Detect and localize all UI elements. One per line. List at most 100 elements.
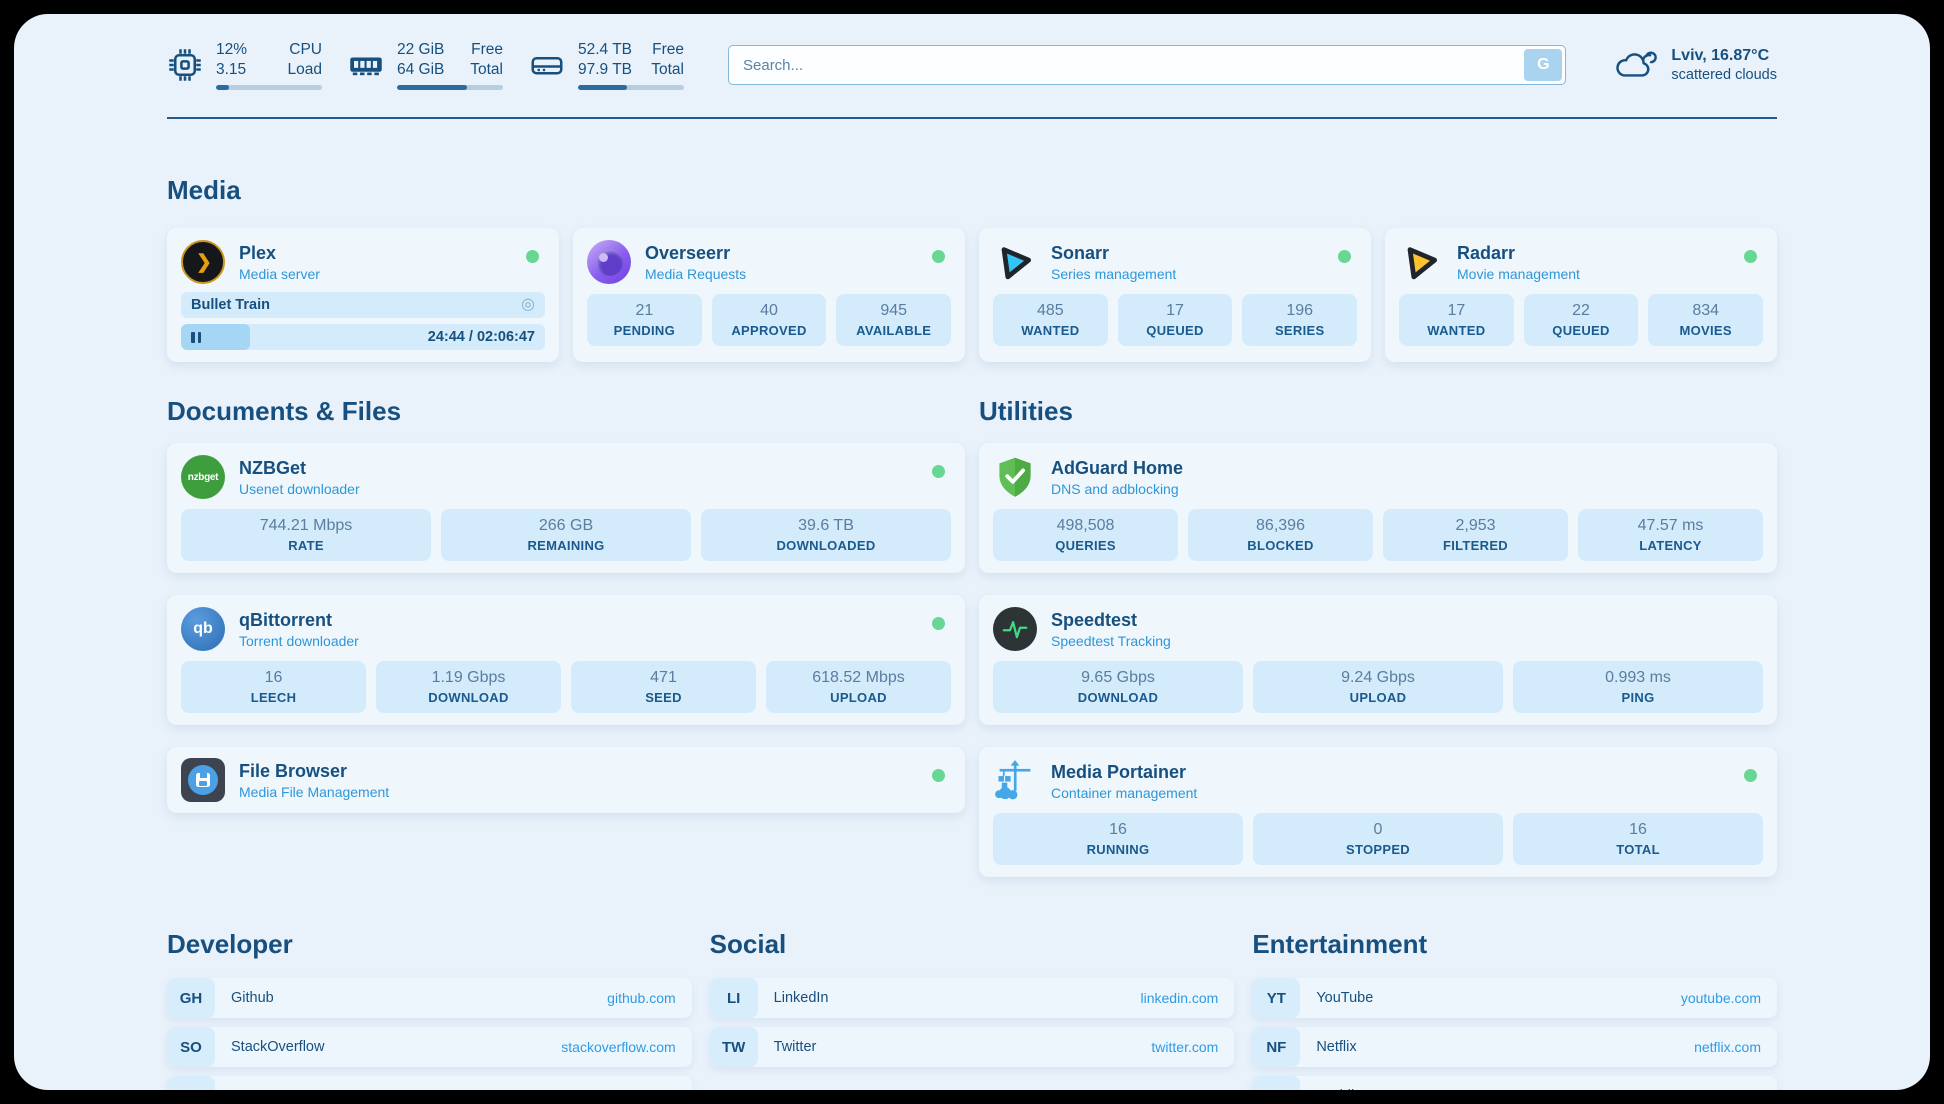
memory-stat: 22 GiB Free 64 GiB Total	[348, 40, 503, 90]
bookmark-link-github[interactable]: GH Github github.com	[167, 978, 692, 1018]
app-card-nzbget[interactable]: nzbget NZBGet Usenet downloader 744.21 M…	[167, 443, 965, 573]
bookmark-url: youtube.com	[1680, 990, 1761, 1006]
bookmark-link-twitter[interactable]: TW Twitter twitter.com	[709, 1027, 1235, 1067]
bookmark-abbr: TW	[709, 1027, 758, 1067]
bookmark-url: stackoverflow.com	[561, 1039, 676, 1055]
disk-icon	[531, 56, 563, 75]
online-status-indicator	[932, 465, 945, 478]
stat-box: 39.6 TB DOWNLOADED	[701, 509, 951, 561]
online-status-indicator	[932, 617, 945, 630]
filebrowser-icon	[181, 758, 225, 802]
stat-box: 498,508 QUERIES	[993, 509, 1178, 561]
section-heading-documents: Documents & Files	[167, 396, 402, 426]
bookmark-link-dev[interactable]: DT DEV dev.to	[167, 1076, 692, 1090]
stat-box: 16 RUNNING	[993, 813, 1243, 865]
cpu-load-label: Load	[287, 61, 322, 78]
app-card-overseerr[interactable]: Overseerr Media Requests 21 PENDING 40 A…	[573, 228, 965, 362]
search-input[interactable]	[728, 45, 1567, 85]
app-subtitle: Usenet downloader	[239, 480, 360, 497]
online-status-indicator	[526, 250, 539, 263]
memory-free-label: Free	[471, 41, 503, 58]
stat-box: 0 STOPPED	[1253, 813, 1503, 865]
weather-condition: scattered clouds	[1671, 67, 1777, 83]
nzbget-icon: nzbget	[181, 455, 225, 499]
disk-total-label: Total	[651, 61, 684, 78]
app-card-filebrowser[interactable]: File Browser Media File Management	[167, 747, 965, 813]
radarr-icon	[1399, 240, 1443, 284]
stat-box: 22 QUEUED	[1523, 294, 1639, 346]
plex-icon: ❯	[181, 240, 225, 284]
dashboard-panel: 12% CPU 3.15 Load	[14, 14, 1930, 1090]
online-status-indicator	[1338, 250, 1351, 263]
stat-box: 9.24 Gbps UPLOAD	[1253, 661, 1503, 713]
bookmark-group-developer: Developer GH Github github.com SO StackO…	[167, 929, 692, 1090]
bookmark-name: Reddit	[1316, 1088, 1358, 1090]
app-card-speedtest[interactable]: Speedtest Speedtest Tracking 9.65 Gbps D…	[979, 595, 1777, 725]
bookmark-name: Twitter	[773, 1039, 817, 1055]
section-heading-media: Media	[167, 175, 241, 205]
qbittorrent-icon: qb	[181, 607, 225, 651]
now-playing-title: Bullet Train	[191, 297, 270, 313]
app-name: AdGuard Home	[1051, 457, 1184, 478]
bookmark-abbr: RE	[1252, 1076, 1301, 1090]
memory-total-label: Total	[470, 61, 503, 78]
bookmark-url: netflix.com	[1694, 1039, 1761, 1055]
disk-free-value: 52.4 TB	[578, 41, 633, 58]
bookmark-link-stackoverflow[interactable]: SO StackOverflow stackoverflow.com	[167, 1027, 692, 1067]
cpu-icon	[169, 49, 201, 81]
app-subtitle: Container management	[1051, 784, 1198, 801]
app-name: Overseerr	[645, 242, 731, 263]
weather-summary: Lviv, 16.87°C	[1671, 47, 1770, 64]
cpu-stat: 12% CPU 3.15 Load	[167, 40, 322, 90]
app-card-plex[interactable]: ❯ Plex Media server Bullet Train ◎ 24:44…	[167, 228, 559, 362]
stat-box: 266 GB REMAINING	[441, 509, 691, 561]
bookmark-group-social: Social LI LinkedIn linkedin.com TW Twitt…	[709, 929, 1235, 1090]
stat-box: 17 QUEUED	[1117, 294, 1233, 346]
online-status-indicator	[1744, 250, 1757, 263]
app-name: Speedtest	[1051, 609, 1138, 630]
app-card-radarr[interactable]: Radarr Movie management 17 WANTED 22 QUE…	[1385, 228, 1777, 362]
stat-box: 834 MOVIES	[1648, 294, 1764, 346]
cloud-icon	[1616, 51, 1658, 77]
adguard-icon	[993, 455, 1037, 499]
bookmark-link-linkedin[interactable]: LI LinkedIn linkedin.com	[709, 978, 1235, 1018]
bookmark-link-youtube[interactable]: YT YouTube youtube.com	[1252, 978, 1777, 1018]
app-name: Radarr	[1457, 242, 1516, 263]
online-status-indicator	[932, 769, 945, 782]
speedtest-icon	[993, 607, 1037, 651]
app-card-portainer[interactable]: Media Portainer Container management 16 …	[979, 747, 1777, 877]
bookmark-url: linkedin.com	[1140, 990, 1219, 1006]
bookmark-abbr: YT	[1252, 978, 1301, 1018]
bookmark-name: LinkedIn	[773, 990, 829, 1006]
bookmark-url: dev.to	[639, 1088, 676, 1090]
stat-box: 17 WANTED	[1399, 294, 1514, 346]
stat-box: 618.52 Mbps UPLOAD	[766, 661, 951, 713]
app-subtitle: Series management	[1051, 265, 1177, 282]
stat-box: 40 APPROVED	[711, 294, 827, 346]
sonarr-icon	[993, 240, 1037, 284]
stat-box: 2,953 FILTERED	[1383, 509, 1568, 561]
media-session-icon[interactable]: ◎	[521, 296, 535, 313]
section-documents: Documents & Files nzbget NZBGet Usenet d…	[167, 396, 965, 813]
stat-box: 0.993 ms PING	[1513, 661, 1763, 713]
app-subtitle: Media File Management	[239, 783, 390, 800]
section-heading-entertainment: Entertainment	[1252, 929, 1428, 959]
playback-progress-bar: 24:44 / 02:06:47	[181, 324, 545, 350]
bookmark-url: github.com	[607, 990, 676, 1006]
app-card-qbittorrent[interactable]: qb qBittorrent Torrent downloader 16 LEE…	[167, 595, 965, 725]
app-subtitle: Speedtest Tracking	[1051, 632, 1171, 649]
app-card-adguard[interactable]: AdGuard Home DNS and adblocking 498,508 …	[979, 443, 1777, 573]
app-card-sonarr[interactable]: Sonarr Series management 485 WANTED 17 Q…	[979, 228, 1371, 362]
stat-box: 16 TOTAL	[1513, 813, 1763, 865]
playback-time: 24:44 / 02:06:47	[427, 329, 535, 345]
stat-box: 945 AVAILABLE	[836, 294, 952, 346]
bookmark-link-reddit[interactable]: RE Reddit reddit.com	[1252, 1076, 1777, 1090]
cpu-label: CPU	[289, 41, 322, 58]
bookmark-link-netflix[interactable]: NF Netflix netflix.com	[1252, 1027, 1777, 1067]
search-engine-button[interactable]: G	[1524, 49, 1563, 81]
portainer-icon	[993, 759, 1037, 803]
bookmark-name: Netflix	[1316, 1039, 1357, 1055]
bookmark-abbr: NF	[1252, 1027, 1301, 1067]
ram-icon	[350, 57, 382, 76]
